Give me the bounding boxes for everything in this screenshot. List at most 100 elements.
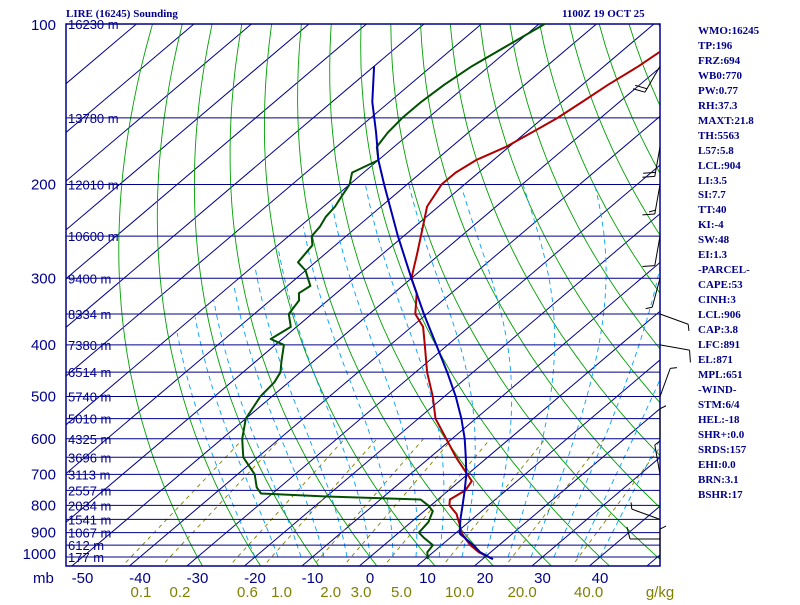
mixing-ratio-tick-label: 20.0	[508, 584, 537, 600]
height-label: 12010 m	[68, 177, 119, 192]
index-item: -WIND-	[698, 383, 759, 398]
grid-layer	[0, 24, 800, 568]
index-item: MAXT:21.8	[698, 114, 759, 129]
height-label: 2034 m	[68, 498, 111, 513]
series-layer	[242, 24, 703, 559]
wind-barb-flag	[633, 89, 645, 92]
moist-adiabat	[234, 286, 324, 557]
pressure-tick-label: 900	[31, 525, 56, 542]
height-label: 5740 m	[68, 390, 111, 405]
wind-barb-flag	[649, 210, 655, 212]
mixing-ratio-line	[159, 439, 280, 569]
wind-barb-staff	[655, 236, 660, 266]
index-item: BSHR:17	[698, 488, 759, 503]
dry-adiabat	[361, 24, 612, 568]
wind-barb-staff	[652, 278, 660, 307]
wind-barb	[642, 147, 660, 177]
station-title: LIRE (16245) Sounding	[66, 8, 178, 20]
moist-adiabat	[508, 184, 555, 557]
pressure-tick-label: 100	[31, 17, 56, 34]
parcel-profile	[372, 66, 493, 559]
wind-barb-flag	[670, 368, 677, 369]
wind-barb-flag	[631, 502, 632, 509]
index-item: TT:40	[698, 203, 759, 218]
index-item: MPL:651	[698, 368, 759, 383]
temperature-tick-label: -50	[72, 570, 94, 587]
moist-adiabat	[409, 184, 475, 557]
index-item: TP:196	[698, 39, 759, 54]
index-item: KI:-4	[698, 218, 759, 233]
index-item: BRN:3.1	[698, 473, 759, 488]
wind-barb	[660, 314, 689, 331]
mixing-ratio-line	[504, 439, 605, 569]
pressure-tick-label: 400	[31, 337, 56, 354]
mixing-ratio-tick-label: 10.0	[445, 584, 474, 600]
index-item: EI:1.3	[698, 248, 759, 263]
wind-barb-staff	[660, 314, 688, 324]
index-item: CINH:3	[698, 293, 759, 308]
height-label: 5010 m	[68, 412, 111, 427]
x-axis-label: mb	[33, 570, 54, 587]
index-item: EL:871	[698, 353, 759, 368]
height-label: 6514 m	[68, 365, 111, 380]
pressure-tick-label: 600	[31, 431, 56, 448]
index-item: LI:3.5	[698, 174, 759, 189]
wind-barb-flag	[642, 214, 654, 215]
index-item: LCL:906	[698, 308, 759, 323]
pressure-tick-label: 1000	[23, 546, 56, 563]
mixing-ratio-tick-label: 5.0	[391, 584, 412, 600]
index-item: FRZ:694	[698, 54, 759, 69]
height-label: 8334 m	[68, 307, 111, 322]
wind-barb-flag	[688, 324, 689, 331]
index-item: L57:5.8	[698, 144, 759, 159]
wind-barb-flag	[642, 266, 654, 267]
wind-barb-flag	[642, 176, 654, 177]
index-item: CAP:3.8	[698, 323, 759, 338]
isotherm-line	[587, 24, 800, 568]
wind-barb	[660, 368, 677, 397]
isotherm-line	[529, 24, 800, 568]
pressure-tick-label: 200	[31, 176, 56, 193]
isotherm-line	[0, 24, 366, 568]
mixing-ratio-line	[311, 439, 424, 569]
index-item: SRDS:157	[698, 443, 759, 458]
moist-adiabat	[304, 227, 394, 557]
mixing-ratio-tick-label: 2.0	[320, 584, 341, 600]
index-item: SW:48	[698, 233, 759, 248]
height-label: 2557 m	[68, 483, 111, 498]
mixing-ratio-tick-label: 3.0	[351, 584, 372, 600]
index-item: SHR+:0.0	[698, 428, 759, 443]
index-item: WB0:770	[698, 69, 759, 84]
wind-barb	[660, 526, 666, 559]
height-label: 4325 m	[68, 432, 111, 447]
index-item: EHI:0.0	[698, 458, 759, 473]
mixing-ratio-tick-label: 0.1	[131, 584, 152, 600]
wind-barb-flag	[660, 406, 666, 409]
index-item: RH:37.3	[698, 99, 759, 114]
isotherm-line	[127, 24, 769, 568]
mixing-ratio-tick-label: 0.6	[237, 584, 258, 600]
sounding-datetime: 1100Z 19 OCT 25	[562, 8, 645, 20]
index-item: HEL:-18	[698, 413, 759, 428]
dry-adiabat	[570, 24, 800, 568]
pressure-tick-label: 700	[31, 466, 56, 483]
moist-adiabat	[461, 184, 512, 557]
mixing-ratio-tick-label: 1.0	[271, 584, 292, 600]
wind-barb	[660, 345, 690, 363]
mixing-ratio-tick-label: 40.0	[574, 584, 603, 600]
index-item: PW:0.77	[698, 84, 759, 99]
wind-barb-staff	[655, 445, 660, 475]
moist-adiabat	[531, 184, 606, 557]
dry-adiabat	[119, 24, 204, 568]
index-item: TH:5563	[698, 129, 759, 144]
height-label: 177 m	[68, 550, 104, 565]
wind-barb	[642, 236, 660, 266]
pressure-tick-label: 500	[31, 389, 56, 406]
mixing-ratio-unit: g/kg	[646, 584, 674, 600]
pressure-tick-label: 800	[31, 497, 56, 514]
height-label: 3113 m	[68, 467, 110, 482]
temperature-tick-label: 10	[419, 570, 436, 587]
pressure-tick-label: 300	[31, 270, 56, 287]
